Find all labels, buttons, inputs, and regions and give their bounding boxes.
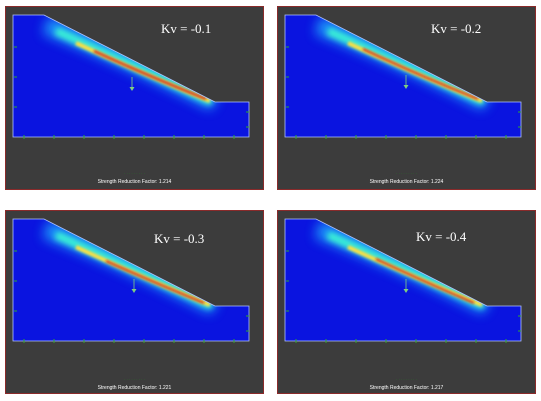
base-supports <box>286 250 521 343</box>
slope-panel-3: Kv = -0.3 · · · · · · · · · Strength Red… <box>5 210 264 394</box>
srf-caption-green: · · · · · · · · · <box>396 171 417 176</box>
srf-caption-green: · · · · · · · · · <box>124 377 145 382</box>
strength-reduction-factor: Strength Reduction Factor: 1.217 <box>369 385 444 391</box>
slope-outline <box>12 218 250 342</box>
kv-label: Kv = -0.2 <box>431 21 482 36</box>
srf-caption-green: · · · · · · · · · <box>124 171 145 176</box>
slope-panel-2: Kv = -0.2 · · · · · · · · · Strength Red… <box>277 6 536 190</box>
base-supports <box>14 46 249 139</box>
shear-band-hot <box>362 48 479 100</box>
slope-body <box>285 219 521 341</box>
slope-body <box>13 15 249 137</box>
slope-outline <box>284 218 522 342</box>
strength-reduction-factor: Strength Reduction Factor: 1.221 <box>97 385 172 391</box>
kv-label: Kv = -0.3 <box>154 231 205 246</box>
srf-caption-green: · · · · · · · · · <box>396 377 417 382</box>
slope-model-diagram <box>284 218 522 343</box>
kv-label: Kv = -0.1 <box>161 21 212 36</box>
base-supports <box>286 46 521 139</box>
slope-outline <box>284 14 522 138</box>
slope-body <box>13 219 249 341</box>
slope-model-diagram <box>12 14 250 139</box>
shear-band-hot <box>375 258 475 304</box>
strength-reduction-factor: Strength Reduction Factor: 1.224 <box>369 179 444 185</box>
slope-body <box>285 15 521 137</box>
load-arrow-head <box>129 87 135 91</box>
slope-model-diagram <box>284 14 522 139</box>
strength-reduction-factor: Strength Reduction Factor: 1.214 <box>97 179 172 185</box>
slope-model-diagram <box>12 218 250 343</box>
slope-panel-4: Kv = -0.4 · · · · · · · · · Strength Red… <box>277 210 536 394</box>
kv-label: Kv = -0.4 <box>416 229 467 244</box>
load-arrow-head <box>131 289 137 293</box>
slope-panel-1: Kv = -0.1 · · · · · · · · · Strength Red… <box>5 6 264 190</box>
base-supports <box>14 250 249 343</box>
slope-outline <box>12 14 250 138</box>
load-arrow-head <box>403 289 409 293</box>
shear-band-hot <box>93 50 207 101</box>
load-arrow-head <box>403 85 409 89</box>
shear-band-hot <box>105 260 205 304</box>
